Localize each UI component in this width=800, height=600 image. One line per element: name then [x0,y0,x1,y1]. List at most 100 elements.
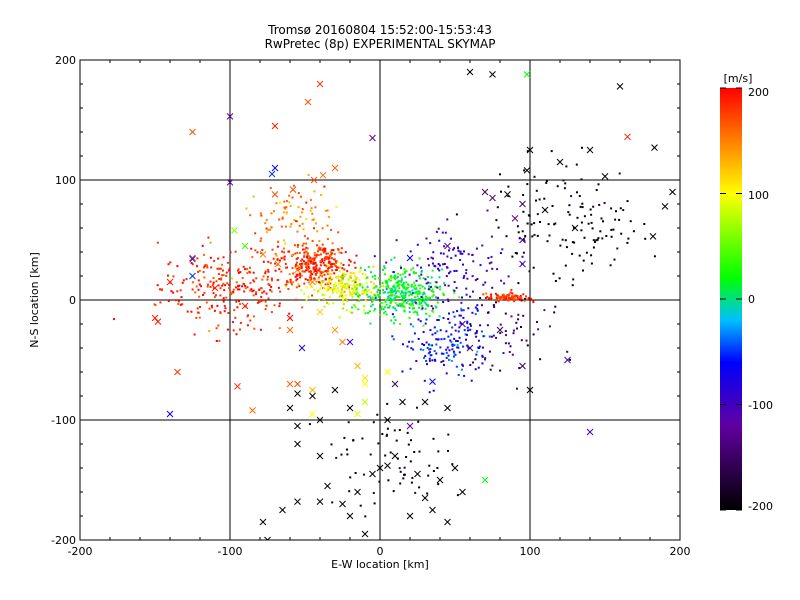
data-point [451,326,454,329]
data-point [261,249,264,251]
data-point [516,296,519,299]
data-point [524,235,527,237]
data-point [365,282,368,285]
cross-stroke [459,320,466,328]
data-point [267,270,270,273]
data-point [437,338,439,341]
data-point [356,283,359,286]
data-point [499,369,502,372]
cross-stroke [523,71,531,78]
data-point [448,249,450,252]
data-point [385,434,388,437]
data-point [442,252,445,255]
data-point [521,255,524,258]
data-point [320,284,322,287]
data-point [458,351,461,354]
data-point [505,235,508,238]
cross-stroke [459,488,466,496]
cross-stroke [541,206,549,214]
data-point [439,329,442,332]
data-point [448,359,451,361]
data-point [390,300,392,303]
data-point [218,339,221,342]
data-point [390,288,393,291]
data-point [469,328,472,331]
data-point [393,316,396,318]
data-point [394,287,397,290]
data-point [523,297,526,300]
data-point [507,275,510,278]
data-point [564,239,567,242]
data-point [490,255,493,258]
data-point [352,290,355,293]
cross-marker [624,133,631,141]
data-point [303,248,306,251]
cross-marker [406,512,414,520]
data-point [491,364,494,367]
data-point [339,279,342,282]
data-point [434,332,437,335]
data-point [372,492,375,494]
data-point [365,291,368,294]
data-point [363,473,365,476]
cross-marker [601,173,609,180]
data-point [344,297,347,300]
data-point [330,265,333,268]
data-point [323,185,326,188]
data-point [311,212,314,215]
data-point [412,348,415,351]
data-point [466,277,469,280]
data-point [327,262,330,264]
data-point [252,289,255,292]
cross-marker [274,260,282,268]
data-point [340,276,343,279]
data-point [287,250,290,253]
cross-marker [294,266,301,274]
data-point [315,222,317,225]
data-point [324,250,327,253]
cross-stroke [271,164,279,172]
cross-stroke [421,494,429,502]
data-point [497,299,500,302]
data-point [454,323,457,326]
cross-stroke [436,476,444,484]
data-point [275,202,278,205]
data-point [252,315,255,318]
data-point [573,241,576,244]
data-point [337,275,340,278]
data-point [265,219,268,222]
data-point [153,303,156,306]
x-tick-label: 200 [670,545,691,558]
data-point [406,345,409,348]
data-point [312,218,315,221]
data-point [319,248,322,251]
data-point [417,290,420,293]
chart-subtitle: RwPretec (8p) EXPERIMENTAL SKYMAP [265,37,496,51]
data-point [339,285,342,288]
data-point [283,206,286,209]
data-point [215,340,218,342]
data-point [421,285,424,288]
data-point [309,199,312,201]
data-point [599,230,602,233]
data-point [366,293,369,296]
data-point [578,254,581,257]
cross-marker [189,254,196,262]
data-point [344,274,347,277]
cross-marker [369,470,376,478]
data-point [292,272,295,275]
data-point [437,263,440,265]
cross-stroke [414,470,421,478]
data-point [537,328,540,331]
data-point [307,263,310,266]
data-point [217,257,220,260]
data-point [271,248,274,251]
data-point [348,290,351,293]
y-tick-label: -100 [51,414,76,427]
data-point [323,273,326,276]
data-point [378,480,381,483]
data-point [384,291,386,294]
data-point [294,252,297,255]
data-point [424,301,427,304]
cross-stroke [316,308,324,316]
